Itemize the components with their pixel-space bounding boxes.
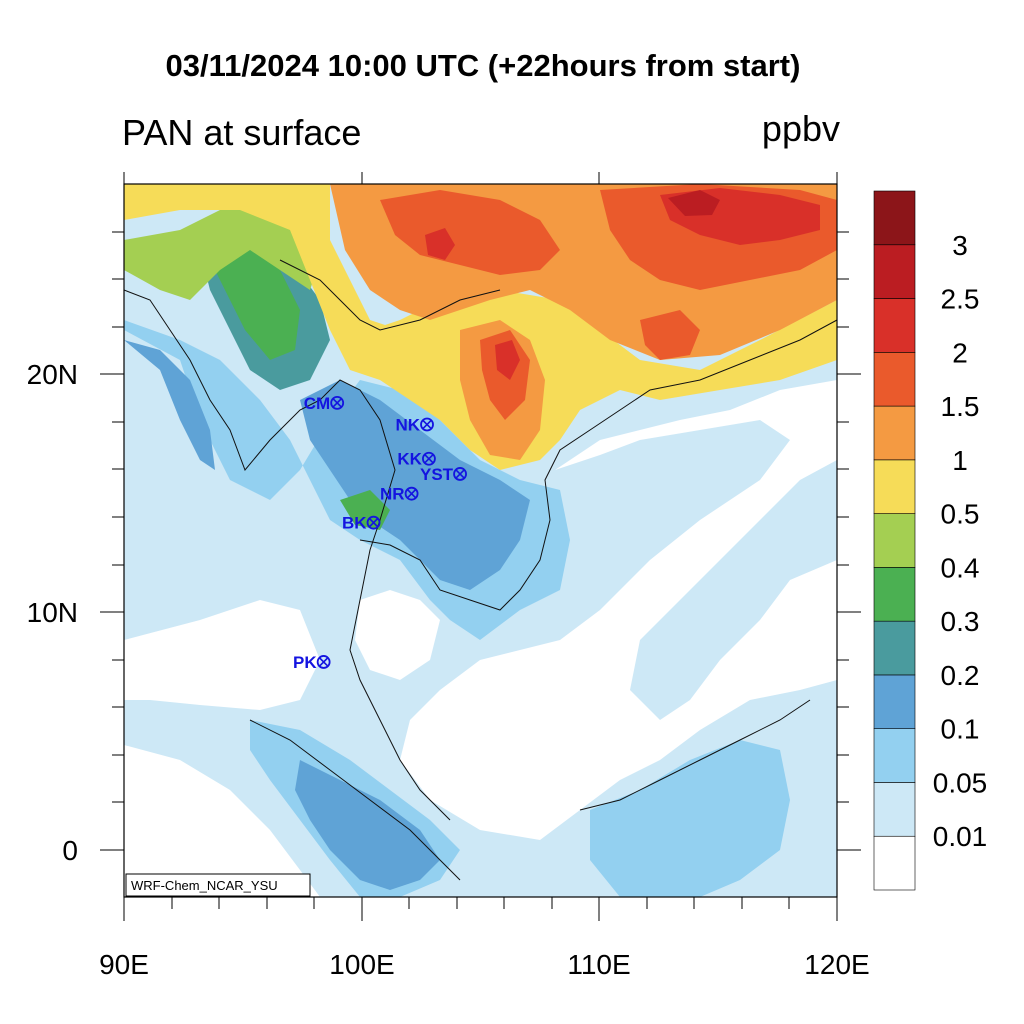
colorbar-label: 0.1 <box>941 714 980 745</box>
clean-area-gulf <box>355 590 440 680</box>
station-cross-icon <box>455 469 465 479</box>
colorbar-box <box>873 244 916 299</box>
colorbar-label: 2.5 <box>941 284 980 315</box>
station-kk: KK <box>397 450 436 469</box>
station-label: NK <box>395 416 420 435</box>
station-cross-icon <box>368 517 379 528</box>
station-marker-icon <box>453 467 467 481</box>
field-level-1.5 <box>380 190 560 275</box>
colorbar-box <box>873 620 916 676</box>
station-pk: PK <box>293 653 331 672</box>
colorbar-label: 1.5 <box>941 391 980 422</box>
station-label: NR <box>380 485 405 504</box>
station-cross-icon <box>318 657 329 667</box>
credit-box <box>125 873 311 897</box>
units-label: ppbv <box>761 108 840 149</box>
station-label: CM <box>304 394 330 413</box>
credit-text: WRF-Chem_NCAR_YSU <box>131 878 278 893</box>
field-layers <box>124 184 837 897</box>
axis-ticks <box>100 172 861 921</box>
coastlines <box>124 259 837 881</box>
field-level-0.3 <box>210 240 300 360</box>
station-marker-icon <box>330 395 345 410</box>
field-level-2.5 <box>668 190 720 216</box>
y-tick-10n: 10N <box>27 597 78 628</box>
station-marker-icon <box>404 486 419 501</box>
y-tick-0: 0 <box>62 835 78 866</box>
colorbar-box <box>873 459 916 514</box>
station-cross-icon <box>422 419 432 430</box>
station-cm: CM <box>304 394 345 413</box>
colorbar-label: 1 <box>952 445 968 476</box>
field-level-0.1-west <box>124 340 215 470</box>
colorbar-box <box>873 567 916 622</box>
variable-title: PAN at surface <box>122 112 362 153</box>
field-level-0.4 <box>124 200 320 300</box>
station-marker-icon <box>420 417 434 432</box>
station-cross-icon <box>406 488 417 499</box>
station-marker-icon <box>422 451 436 466</box>
colorbar-label: 0.3 <box>941 606 980 637</box>
station-label: BK <box>342 514 367 533</box>
colorbar-box <box>873 782 916 837</box>
field-level-2-c <box>495 340 520 380</box>
clean-area-sea <box>400 380 837 840</box>
colorbar-box <box>873 728 916 783</box>
map-frame <box>123 183 838 898</box>
station-nk: NK <box>395 416 434 435</box>
colorbar-label: 0.01 <box>933 821 988 852</box>
x-tick-100e: 100E <box>329 949 394 980</box>
station-label: YST <box>420 465 454 484</box>
colorbar-label: 3 <box>952 230 968 261</box>
colorbar-label: 2 <box>952 337 968 368</box>
field-level-0.3-b <box>340 490 390 530</box>
field-level-1.5-d <box>640 310 700 360</box>
field-level-0.1 <box>300 380 530 590</box>
station-marker-icon <box>366 515 381 530</box>
colorbar-label: 0.05 <box>933 767 988 798</box>
station-label: KK <box>397 450 422 469</box>
field-level-2-b <box>425 228 455 260</box>
colorbar-label: 0.2 <box>941 660 980 691</box>
colorbar-label: 0.5 <box>941 499 980 530</box>
colorbar-box <box>873 405 916 461</box>
colorbar-box <box>873 352 916 407</box>
colorbar-box <box>873 835 916 891</box>
clean-area-indian-ocean <box>124 745 320 897</box>
station-bk: BK <box>342 514 381 533</box>
station-cross-icon <box>332 398 342 408</box>
field-level-0.1-sumatra <box>295 760 440 890</box>
station-yst: YST <box>420 465 467 484</box>
clean-area-andaman <box>124 600 320 710</box>
station-marker-icon <box>316 655 331 669</box>
colorbar-box <box>873 513 916 568</box>
colorbar: 0.01 0.05 0.1 0.2 0.3 0.4 0.5 1 1.5 2 2.5 3 <box>873 190 988 891</box>
y-tick-20n: 20N <box>27 359 78 390</box>
main-title: 03/11/2024 10:00 UTC (+22hours from star… <box>165 48 801 83</box>
field-level-0.05-borneo <box>590 740 790 897</box>
x-tick-120e: 120E <box>804 949 869 980</box>
colorbar-box <box>873 190 916 246</box>
station-nr: NR <box>380 485 419 504</box>
x-tick-90e: 90E <box>99 949 149 980</box>
colorbar-label: 0.4 <box>941 552 980 583</box>
colorbar-box <box>873 298 916 353</box>
station-cross-icon <box>424 453 434 464</box>
colorbar-box <box>873 674 916 729</box>
x-tick-110e: 110E <box>567 949 630 980</box>
station-label: PK <box>293 653 317 672</box>
